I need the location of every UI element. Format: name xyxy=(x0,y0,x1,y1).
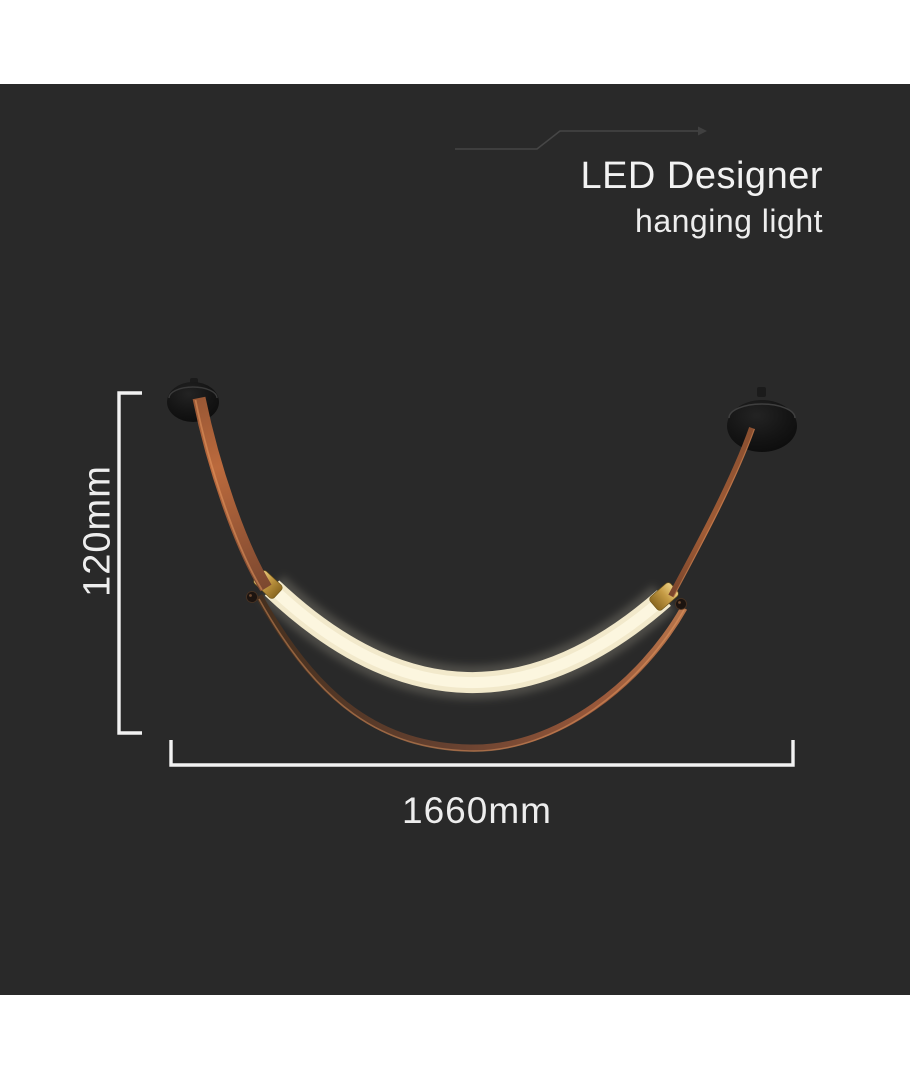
decorative-accent-line xyxy=(455,126,707,150)
strap-knob-left xyxy=(246,591,258,603)
dark-panel: LED Designer hanging light 120mm 1660mm xyxy=(0,84,910,995)
height-dimension-label: 120mm xyxy=(76,465,119,597)
leather-strap-left xyxy=(192,396,272,592)
lamp-illustration xyxy=(117,126,797,767)
product-subtitle: hanging light xyxy=(635,203,823,239)
leather-sling xyxy=(255,594,688,752)
width-dimension-bracket xyxy=(169,740,795,767)
title-block: LED Designer hanging light xyxy=(580,154,823,240)
ceiling-canopy-right xyxy=(727,387,797,452)
product-title: LED Designer xyxy=(580,155,823,197)
leather-strap-right xyxy=(668,427,756,598)
height-dimension-bracket xyxy=(117,391,142,735)
width-dimension-label: 1660mm xyxy=(402,790,552,831)
strap-knob-right xyxy=(675,598,687,610)
led-tube xyxy=(260,575,676,700)
